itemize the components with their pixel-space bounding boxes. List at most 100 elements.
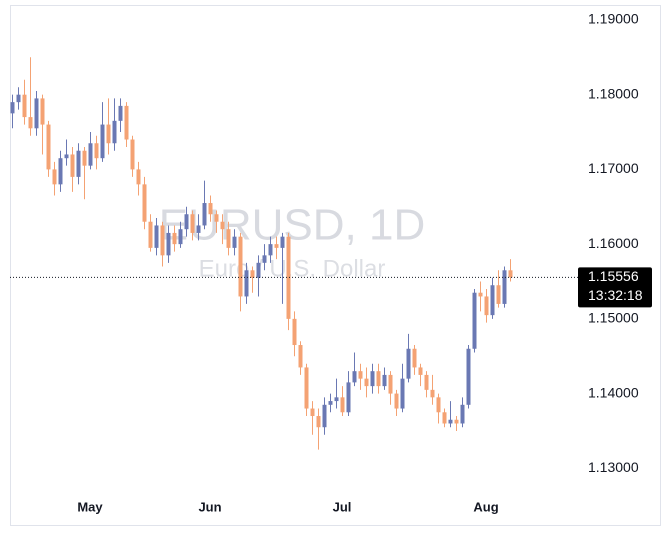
candle-body [88,143,93,166]
candle-body [412,348,417,368]
candle-body [430,389,435,398]
candle-body [268,244,273,256]
y-tick-label: 1.15000 [588,310,639,326]
candle-body [490,285,495,316]
candle-body [292,318,297,346]
candle-body [472,292,477,349]
x-tick-label: May [77,499,103,514]
candle-body [316,416,321,428]
candle-body [244,270,249,297]
candle-body [142,184,147,222]
candle-body [334,397,339,402]
candle-body [226,229,231,248]
y-tick-label: 1.18000 [588,85,639,101]
candle-body [184,214,189,230]
candle-body [196,225,201,233]
candle-body [106,124,111,144]
candle-body [340,397,345,413]
candle-body [64,154,69,159]
y-tick-label: 1.13000 [588,459,639,475]
y-tick-label: 1.17000 [588,160,639,176]
candle-body [208,203,213,215]
candle-body [22,94,27,118]
candle-body [466,348,471,405]
y-tick-label: 1.19000 [588,11,639,27]
candle-body [154,225,159,248]
y-tick-label: 1.14000 [588,384,639,400]
candle-body [82,150,87,166]
candle-body [202,203,207,226]
watermark-subtitle: Euro / U.S. Dollar [199,255,386,282]
candle-body [136,169,141,185]
candle-body [190,214,195,233]
candle-body [220,221,225,230]
candle-body [460,404,465,424]
candle-body [280,236,285,248]
candle-body [454,419,459,424]
candle-body [502,270,507,304]
candle-body [76,150,81,177]
x-tick-label: Aug [473,499,498,514]
candle-body [250,270,255,278]
candle-body [508,270,513,278]
candle-body [310,408,315,417]
candle-body [364,378,369,387]
candle-body [178,229,183,245]
candle-body [166,232,171,256]
x-tick-label: Jul [333,499,352,514]
chart-frame [10,5,661,526]
candle-body [94,143,99,159]
candle-body [304,367,309,409]
candle-body [286,236,291,319]
candle-body [172,232,177,245]
candle-body [436,397,441,413]
candle-body [238,236,243,297]
candle-body [112,120,117,144]
candle-body [376,371,381,387]
candle-body [70,154,75,177]
candle-body [124,105,129,140]
candle-body [274,244,279,248]
candle-body [496,285,501,304]
candle-body [346,382,351,413]
candle-body [424,374,429,390]
candle-body [10,102,15,114]
x-tick-label: Jun [198,499,221,514]
y-tick-label: 1.16000 [588,235,639,251]
candle-body [28,117,33,129]
candle-body [322,404,327,428]
candle-body [448,419,453,424]
candle-body [52,169,57,185]
candle-body [256,262,261,278]
candle-body [382,374,387,387]
candle-body [406,348,411,379]
candle-body [328,401,333,405]
candle-body [370,371,375,387]
last-price-box [578,267,652,308]
candle-body [16,94,21,103]
candle-body [400,378,405,409]
candle-body [58,158,63,185]
candle-body [148,221,153,248]
candle-body [394,393,399,409]
candle-body [214,214,219,222]
candle-body [40,98,45,125]
candle-body [118,105,123,121]
candle-body [262,255,267,263]
countdown: 13:32:18 [588,287,643,303]
last-price-label: 1.15556 [588,268,639,284]
candle-body [232,236,237,248]
candle-body [298,345,303,368]
candle-body [478,292,483,297]
candle-body [34,98,39,129]
candle-body [418,367,423,375]
candle-body [442,412,447,424]
candle-body [46,124,51,170]
candle-body [388,374,393,394]
candle-body [484,296,489,316]
candle-body [130,139,135,170]
candle-body [100,124,105,159]
candle-body [358,371,363,379]
